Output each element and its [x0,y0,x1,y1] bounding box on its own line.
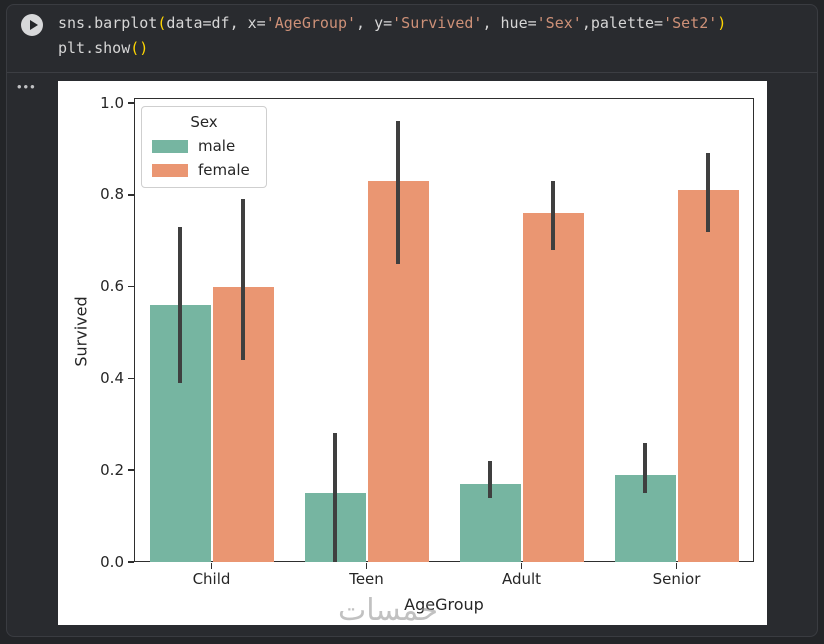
watermark-text: خمسات [337,593,439,625]
notebook-cell: sns.barplot(data=df, x='AgeGroup', y='Su… [6,4,818,637]
chart-legend: Sex male female [141,106,267,188]
x-tick-mark [675,563,678,569]
code-token: , y= [356,14,393,32]
x-tick-mark [210,563,213,569]
error-bar-adult-female [551,181,555,250]
error-bar-adult-male [488,461,492,498]
y-tick-mark [128,561,134,563]
error-bar-senior-female [706,153,710,232]
y-tick-mark [128,377,134,380]
legend-entry-male: male [152,137,256,155]
y-tick-mark [128,469,134,471]
x-tick-mark [365,563,368,569]
error-bar-child-female [241,199,245,361]
y-tick-mark [128,102,134,104]
y-tick-label-0.4: 0.4 [100,368,124,387]
legend-swatch-female [152,163,188,177]
code-token: ( [157,14,167,32]
cell-output-area: ••• Survived AgeGroup 0.0 0.2 0.4 0.6 0.8 1.0… [7,73,817,636]
x-tick-label-adult: Adult [501,570,542,588]
code-token: 'AgeGroup' [265,14,357,32]
legend-swatch-male [152,139,188,153]
y-tick-label-0.8: 0.8 [100,185,124,204]
y-tick-label-0.2: 0.2 [100,460,124,479]
error-bar-teen-female [396,121,400,264]
x-tick-label-teen: Teen [349,570,384,588]
y-tick-mark [128,285,134,288]
x-tick-label-senior: Senior [652,570,701,588]
play-icon [29,20,38,30]
y-tick-label-0.6: 0.6 [100,277,124,296]
code-editor[interactable]: sns.barplot(data=df, x='AgeGroup', y='Su… [58,11,809,61]
y-tick-label-1.0: 1.0 [100,93,124,112]
legend-title: Sex [190,113,218,131]
code-cell: sns.barplot(data=df, x='AgeGroup', y='Su… [7,5,817,73]
code-line-1: sns.barplot(data=df, x='AgeGroup', y='Su… [58,11,809,36]
y-tick-label-0.0: 0.0 [100,552,124,571]
code-token: 'Survived' [392,14,483,32]
code-line-2: plt.show() [58,36,809,61]
error-bar-senior-male [643,442,647,494]
plot-area [134,98,754,562]
error-bar-teen-male [333,433,337,562]
legend-label-male: male [198,137,236,155]
y-axis-label: Survived [71,296,91,367]
code-token: data=df, x= [166,14,266,32]
x-tick-label-child: Child [192,570,231,588]
code-token: plt.show [58,39,131,57]
code-token: ,palette= [581,14,664,32]
legend-entry-female: female [152,161,256,179]
code-token: 'Set2' [663,14,718,32]
y-tick-mark [128,194,134,196]
code-token: () [130,39,149,57]
code-token: ) [717,14,727,32]
code-token: 'Sex' [536,14,582,32]
bar-senior-female [677,190,739,562]
legend-label-female: female [198,161,250,179]
x-tick-mark [520,563,523,569]
x-axis-label: AgeGroup [404,595,484,614]
error-bar-child-male [178,226,182,383]
bar-adult-female [522,213,584,562]
code-token: , hue= [482,14,537,32]
output-options-button[interactable]: ••• [17,79,37,94]
run-cell-button[interactable] [21,14,43,36]
code-token: sns.barplot [58,14,158,32]
chart-image: Survived AgeGroup 0.0 0.2 0.4 0.6 0.8 1.0 Chil… [58,81,767,625]
